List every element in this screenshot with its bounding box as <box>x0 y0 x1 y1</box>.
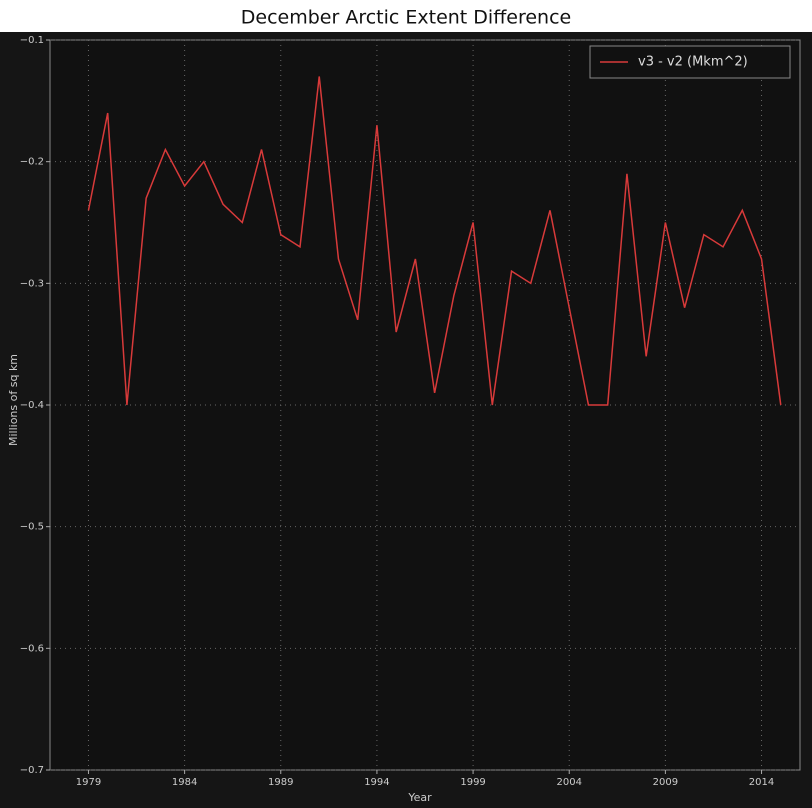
x-tick-label: 1989 <box>268 777 293 788</box>
x-tick-label: 1999 <box>460 777 485 788</box>
x-tick-label: 1994 <box>364 777 389 788</box>
y-tick-label: −0.6 <box>20 643 44 654</box>
y-tick-label: −0.7 <box>20 765 44 776</box>
y-tick-label: −0.3 <box>20 278 44 289</box>
x-tick-label: 1979 <box>76 777 101 788</box>
title-band <box>0 0 812 32</box>
y-tick-label: −0.4 <box>20 400 44 411</box>
data-line <box>87 76 782 406</box>
y-tick-label: −0.2 <box>20 157 44 168</box>
chart-title: December Arctic Extent Difference <box>241 7 572 29</box>
x-tick-label: 1984 <box>172 777 197 788</box>
x-axis-label: Year <box>407 791 432 804</box>
x-tick-label: 2014 <box>749 777 774 788</box>
y-tick-label: −0.1 <box>20 35 44 46</box>
y-tick-label: −0.5 <box>20 522 44 533</box>
x-tick-label: 2009 <box>653 777 678 788</box>
y-axis-label: Millions of sq km <box>7 354 20 446</box>
x-tick-label: 2004 <box>557 777 582 788</box>
legend-text: v3 - v2 (Mkm^2) <box>638 55 748 70</box>
